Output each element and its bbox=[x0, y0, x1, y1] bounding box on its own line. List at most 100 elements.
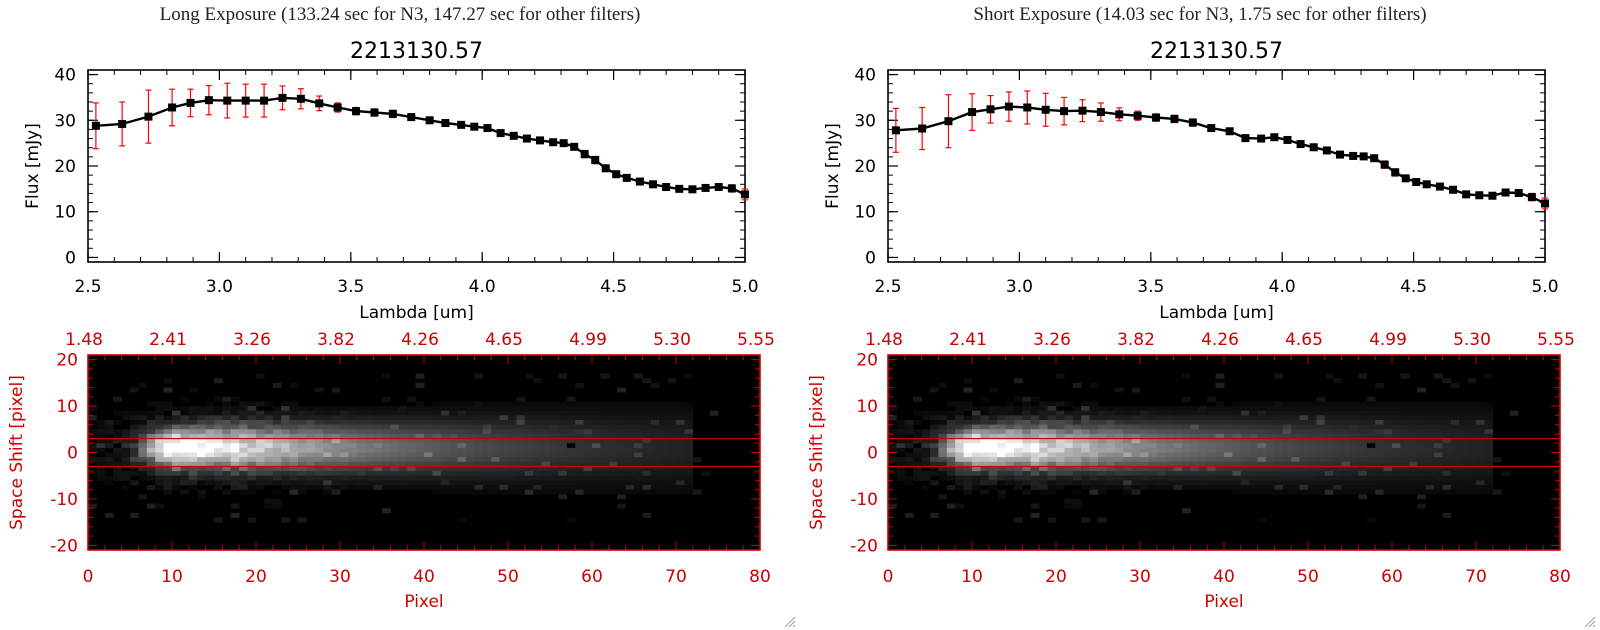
image-pixel bbox=[1114, 429, 1124, 435]
image-pixel bbox=[440, 452, 450, 458]
image-pixel bbox=[1014, 410, 1023, 416]
image-pixel bbox=[474, 489, 484, 495]
image-pixel bbox=[1358, 424, 1368, 430]
image-pixel bbox=[331, 461, 341, 467]
image-pixel bbox=[617, 415, 626, 421]
image-pixel bbox=[1333, 420, 1342, 426]
y-tick-label: 20 bbox=[856, 351, 878, 371]
image-pixel bbox=[1366, 433, 1376, 439]
image-pixel bbox=[988, 447, 998, 453]
image-pixel bbox=[516, 457, 526, 463]
image-pixel bbox=[980, 438, 990, 444]
resize-grip-icon[interactable] bbox=[782, 614, 796, 628]
top-tick-label: 5.30 bbox=[1453, 330, 1491, 350]
image-pixel bbox=[1476, 466, 1485, 472]
image-pixel bbox=[1148, 433, 1158, 439]
image-pixel bbox=[331, 429, 341, 435]
image-pixel bbox=[1030, 406, 1040, 412]
image-pixel bbox=[155, 433, 164, 439]
image-pixel bbox=[1375, 447, 1384, 453]
image-pixel bbox=[205, 457, 215, 463]
image-pixel bbox=[667, 485, 677, 491]
spectrum-ticks bbox=[87, 70, 746, 262]
image-pixel bbox=[197, 438, 206, 444]
image-pixel bbox=[541, 461, 551, 467]
image-pixel bbox=[239, 480, 248, 486]
image-pixel bbox=[222, 424, 232, 430]
image-pixel bbox=[1022, 447, 1032, 453]
image-pixel bbox=[625, 410, 635, 416]
image-pixel bbox=[281, 410, 290, 416]
image-pixel bbox=[348, 461, 358, 467]
image-pixel bbox=[1106, 461, 1116, 467]
image-pixel bbox=[1333, 410, 1342, 416]
image-pixel bbox=[1056, 475, 1065, 481]
image-pixel bbox=[896, 471, 906, 477]
resize-grip-icon[interactable] bbox=[1582, 614, 1596, 628]
image-pixel bbox=[1047, 475, 1057, 481]
image-pixel bbox=[938, 461, 948, 467]
image-pixel bbox=[988, 443, 998, 449]
image-pixel bbox=[256, 443, 265, 449]
image-pixel bbox=[1207, 461, 1216, 467]
image-pixel bbox=[1156, 485, 1166, 491]
image-pixel bbox=[340, 438, 349, 444]
image-pixel bbox=[1282, 420, 1292, 426]
image-pixel bbox=[340, 443, 349, 449]
image-pixel bbox=[1140, 438, 1149, 444]
image-pixel bbox=[390, 471, 400, 477]
image-pixel bbox=[482, 406, 492, 412]
image-pixel bbox=[113, 438, 122, 444]
image-pixel bbox=[1064, 498, 1074, 504]
image-pixel bbox=[398, 457, 408, 463]
image-pixel bbox=[1240, 406, 1250, 412]
x-tick-label: 10 bbox=[961, 567, 983, 587]
image-pixel bbox=[197, 424, 206, 430]
image-pixel bbox=[1408, 401, 1418, 407]
image-pixel bbox=[440, 415, 450, 421]
image-pixel bbox=[1358, 485, 1368, 491]
image-pixel bbox=[1299, 475, 1309, 481]
image-pixel bbox=[1341, 485, 1351, 491]
x-tick-label: 5.0 bbox=[731, 277, 758, 297]
image-pixel bbox=[1173, 471, 1183, 477]
image-pixel bbox=[684, 406, 694, 412]
image-pixel bbox=[348, 429, 358, 435]
image-pixel bbox=[904, 480, 914, 486]
image-pixel bbox=[600, 410, 610, 416]
y-tick-label: 30 bbox=[854, 111, 876, 131]
image-pixel bbox=[888, 415, 897, 421]
image-pixel bbox=[1417, 429, 1426, 435]
image-pixel bbox=[676, 433, 685, 439]
image-pixel bbox=[1417, 489, 1426, 495]
image-pixel bbox=[482, 475, 492, 481]
image-pixel bbox=[214, 480, 223, 486]
image-pixel bbox=[913, 410, 922, 416]
image-pixel bbox=[1467, 406, 1477, 412]
image-pixel bbox=[398, 438, 408, 444]
image-pixel bbox=[1005, 410, 1015, 416]
image-pixel bbox=[955, 438, 964, 444]
image-pixel bbox=[1257, 429, 1267, 435]
image-pixel bbox=[600, 373, 610, 379]
image-pixel bbox=[575, 424, 584, 430]
image-pixel bbox=[365, 424, 374, 430]
image-pixel bbox=[930, 461, 939, 467]
image-pixel bbox=[390, 424, 400, 430]
image-pixel bbox=[1417, 480, 1426, 486]
image-pixel bbox=[921, 452, 931, 458]
data-point bbox=[1041, 105, 1050, 114]
image-pixel bbox=[946, 433, 956, 439]
image-pixel bbox=[214, 429, 223, 435]
image-pixel bbox=[239, 443, 248, 449]
image-pixel bbox=[289, 489, 299, 495]
image-pixel bbox=[1098, 480, 1107, 486]
image-pixel bbox=[281, 485, 290, 491]
image-pixel bbox=[356, 457, 366, 463]
image-pixel bbox=[466, 433, 475, 439]
image-pixel bbox=[1198, 406, 1208, 412]
image-pixel bbox=[1266, 410, 1275, 416]
image-pixel bbox=[1324, 420, 1334, 426]
image-pixel bbox=[1123, 489, 1132, 495]
image-pixel bbox=[1249, 485, 1258, 491]
